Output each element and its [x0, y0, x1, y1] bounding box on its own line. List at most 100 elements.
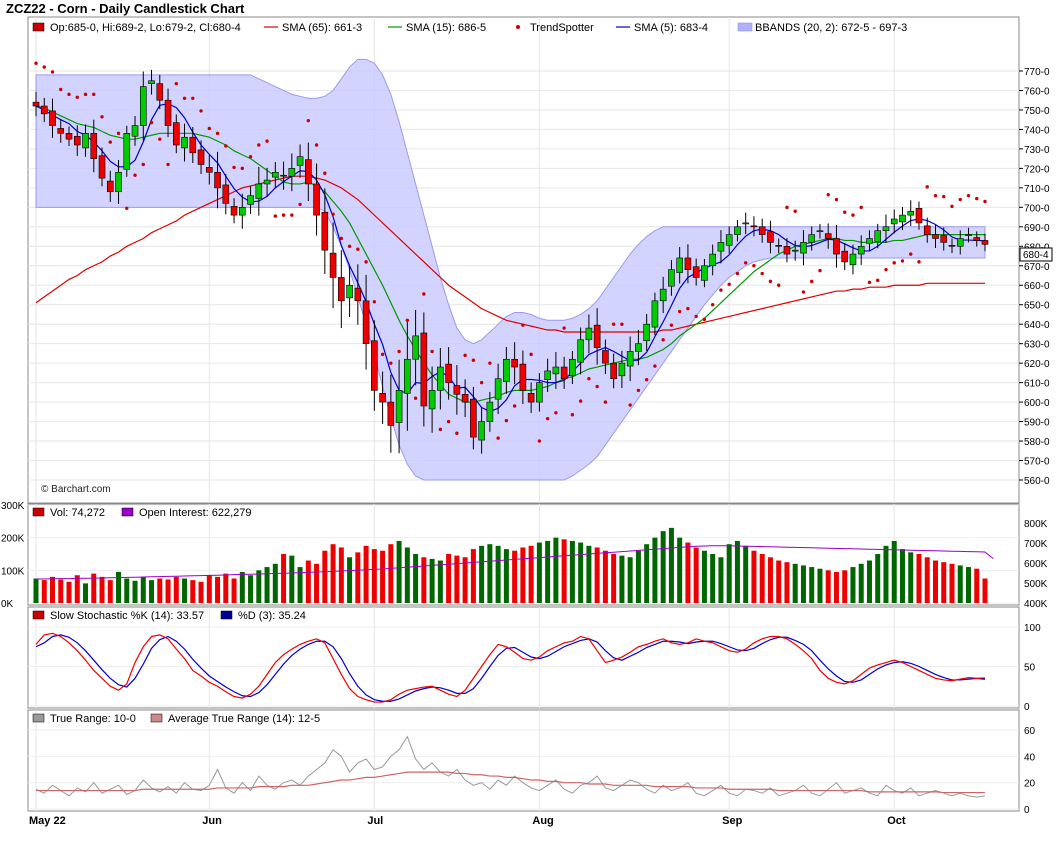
- volume-bar: [743, 545, 749, 603]
- volume-bar: [710, 554, 716, 603]
- volume-bar: [833, 571, 839, 603]
- volume-bar: [809, 567, 815, 603]
- stochastic-tick-label: 100: [1024, 623, 1041, 634]
- candle-body: [420, 332, 428, 407]
- trendspotter-dot: [851, 213, 855, 217]
- candle-body: [775, 245, 782, 247]
- sma5-line: [35, 103, 986, 413]
- trendspotter-dot: [59, 87, 63, 92]
- open-interest-tick-label: 500K: [1024, 579, 1048, 590]
- trendspotter-dot: [595, 384, 599, 389]
- candle-body: [734, 226, 741, 235]
- candle-body: [890, 218, 898, 225]
- trendspotter-dot: [314, 143, 319, 147]
- volume-bar: [437, 560, 443, 603]
- candle-body: [874, 230, 882, 242]
- legend-swatch: [32, 713, 45, 723]
- volume-bar: [701, 550, 707, 603]
- price-tick-label: 770-0: [1024, 67, 1050, 78]
- trendspotter-dot: [92, 92, 96, 97]
- price-tick-label: 600-0: [1024, 398, 1050, 409]
- candle-body: [338, 277, 345, 302]
- candle-body: [205, 167, 213, 173]
- candle-body: [247, 195, 254, 205]
- stochastic-k-line: [35, 632, 986, 703]
- volume-bar: [149, 580, 155, 603]
- trendspotter-dot: [686, 306, 690, 311]
- open-interest-tick-label: 700K: [1024, 539, 1048, 550]
- trendspotter-dot: [191, 96, 195, 100]
- legend-label: SMA (5): 683-4: [634, 22, 708, 34]
- trendspotter-dot: [133, 173, 137, 177]
- stochastic-d-line: [35, 634, 986, 702]
- volume-bar: [231, 578, 237, 603]
- trendspotter-dot: [975, 196, 979, 201]
- volume-bar: [561, 539, 567, 603]
- candle-body: [750, 225, 758, 228]
- volume-bar: [429, 558, 435, 603]
- volume-bar: [512, 550, 518, 603]
- candle-body: [453, 385, 461, 395]
- volume-bar: [751, 550, 757, 603]
- volume-bar: [479, 545, 485, 603]
- trendspotter-dot: [810, 279, 814, 284]
- trendspotter-dot: [669, 323, 674, 327]
- trendspotter-dot: [537, 439, 542, 443]
- trendspotter-dot: [166, 162, 170, 167]
- trendspotter-dot: [719, 288, 723, 292]
- trendspotter-dot: [158, 137, 162, 141]
- volume-bar: [338, 547, 344, 603]
- volume-bar: [322, 550, 328, 603]
- volume-bar: [140, 576, 146, 603]
- candle-body: [148, 80, 155, 84]
- trendspotter-dot: [141, 162, 145, 167]
- trendspotter-dot: [793, 209, 797, 213]
- candle-body: [412, 335, 419, 360]
- candle-body: [263, 179, 271, 185]
- volume-bar: [858, 563, 864, 603]
- price-tick-label: 750-0: [1024, 106, 1050, 117]
- candle-body: [808, 234, 816, 243]
- trendspotter-dot: [224, 144, 228, 148]
- trendspotter-dot: [727, 282, 731, 286]
- legend-label: Average True Range (14): 12-5: [168, 713, 320, 725]
- candle-body: [362, 300, 370, 344]
- trendspotter-dot: [917, 260, 921, 264]
- candle-body: [461, 394, 469, 403]
- candle-body: [907, 210, 915, 216]
- volume-bar: [866, 560, 872, 603]
- volume-bar: [107, 580, 113, 603]
- candle-body: [189, 136, 197, 154]
- volume-bar: [619, 555, 625, 603]
- trendspotter-dot: [950, 204, 954, 209]
- price-tick-label: 630-0: [1024, 340, 1050, 351]
- volume-bar: [165, 579, 171, 603]
- trendspotter-dot: [677, 309, 682, 314]
- candle-body: [470, 398, 477, 438]
- candle-body: [329, 252, 337, 278]
- volume-bar: [454, 555, 460, 603]
- candle-body: [701, 265, 708, 281]
- candle-body: [800, 242, 807, 254]
- candle-body: [40, 105, 48, 115]
- volume-bar: [850, 567, 856, 603]
- candle-body: [973, 237, 981, 241]
- legend-label: True Range: 10-0: [50, 713, 136, 725]
- candle-body: [90, 133, 98, 159]
- candle-body: [791, 249, 799, 252]
- candle-body: [849, 253, 857, 266]
- trendspotter-dot: [818, 268, 822, 273]
- candle-body: [486, 401, 494, 422]
- candle-body: [214, 171, 221, 189]
- volume-bar: [355, 552, 361, 603]
- trendspotter-dot: [339, 236, 344, 241]
- volume-bar: [289, 555, 295, 603]
- volume-bar: [792, 563, 798, 603]
- volume-bar: [767, 557, 773, 603]
- volume-bar: [685, 542, 691, 603]
- trendspotter-dot: [504, 418, 509, 423]
- trendspotter-dot: [471, 358, 476, 362]
- volume-bar: [305, 560, 311, 603]
- candle-body: [833, 238, 840, 255]
- volume-bar: [759, 554, 765, 603]
